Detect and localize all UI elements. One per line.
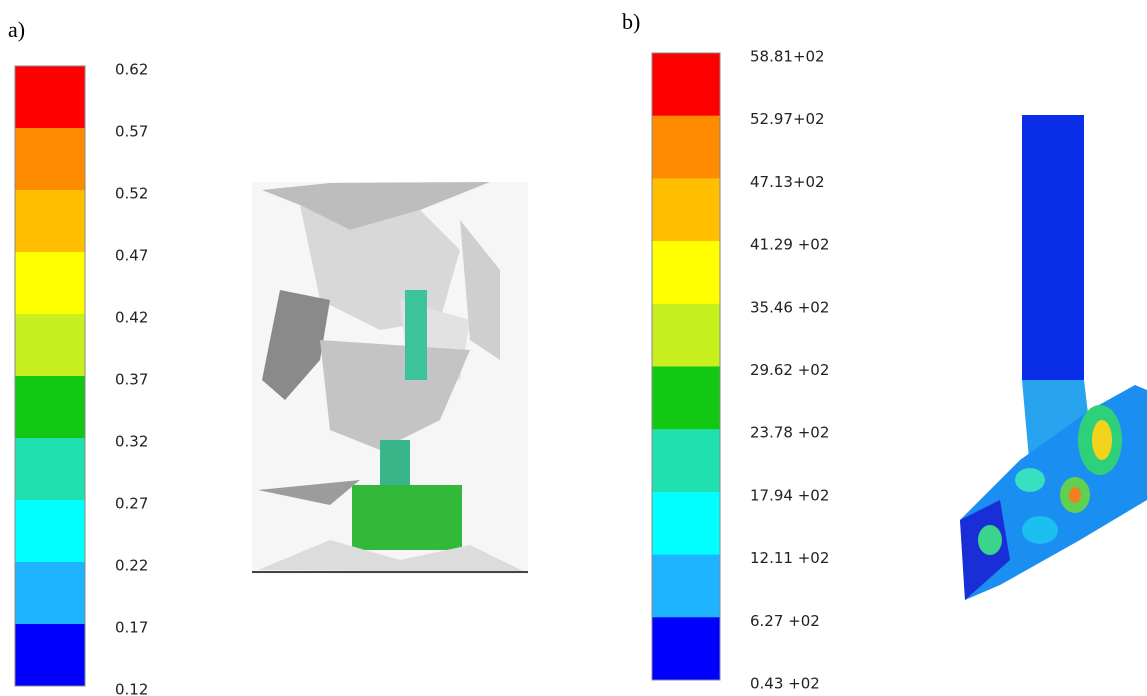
legend-label: 0.62 bbox=[115, 61, 148, 79]
legend-band bbox=[652, 492, 720, 555]
legend-band bbox=[652, 241, 720, 304]
legend-band bbox=[652, 617, 720, 680]
legend-band bbox=[15, 66, 85, 129]
legend-band bbox=[652, 429, 720, 492]
legend-label: 0.52 bbox=[115, 185, 148, 203]
legend-band bbox=[15, 562, 85, 625]
simulation-image-b bbox=[960, 115, 1147, 600]
legend-label: 0.12 bbox=[115, 681, 148, 696]
legend-label: 0.22 bbox=[115, 557, 148, 575]
legend-label: 23.78 +02 bbox=[750, 424, 829, 442]
legend-band bbox=[652, 53, 720, 116]
legend-label: 47.13+02 bbox=[750, 173, 825, 191]
legend-band bbox=[652, 304, 720, 367]
legend-band bbox=[652, 178, 720, 241]
legend-band bbox=[15, 500, 85, 563]
legend-label: 0.32 bbox=[115, 433, 148, 451]
legend-label: 41.29 +02 bbox=[750, 236, 829, 254]
legend-label: 52.97+02 bbox=[750, 110, 825, 128]
simulation-image-a bbox=[252, 182, 528, 574]
legend-label: 58.81+02 bbox=[750, 48, 825, 66]
legend-label: 17.94 +02 bbox=[750, 486, 829, 504]
legend-label: 12.11 +02 bbox=[750, 549, 829, 567]
legend-label: 0.42 bbox=[115, 309, 148, 327]
legend-band bbox=[15, 190, 85, 253]
figure: a) b) 0.62 0.57 0.52 0.47 0.42 0.37 0.32 0.27 0.… bbox=[0, 0, 1147, 696]
legend-label: 6.27 +02 bbox=[750, 612, 820, 630]
legend-band bbox=[15, 128, 85, 191]
legend-label: 35.46 +02 bbox=[750, 298, 829, 316]
legend-label: 0.27 bbox=[115, 495, 148, 513]
legend-label: 0.43 +02 bbox=[750, 675, 820, 693]
legend-label: 0.47 bbox=[115, 247, 148, 265]
legend-label: 0.17 bbox=[115, 619, 148, 637]
panel-label: a) bbox=[8, 17, 25, 42]
panel-label: b) bbox=[622, 9, 640, 34]
legend-band bbox=[15, 252, 85, 315]
legend-label: 0.57 bbox=[115, 123, 148, 141]
legend-label: 29.62 +02 bbox=[750, 361, 829, 379]
legend-band bbox=[15, 376, 85, 439]
legend-band bbox=[652, 367, 720, 430]
legend-band bbox=[652, 555, 720, 618]
legend-label: 0.37 bbox=[115, 371, 148, 389]
legend-band bbox=[15, 314, 85, 377]
legend-band bbox=[15, 438, 85, 501]
legend-band bbox=[652, 116, 720, 179]
legend-band bbox=[15, 624, 85, 687]
